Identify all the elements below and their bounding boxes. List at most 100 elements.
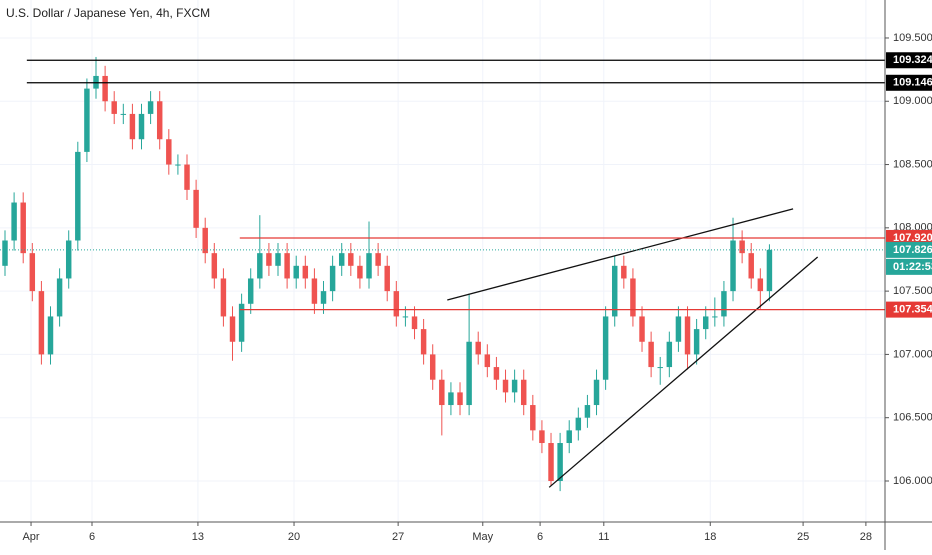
candle-body — [175, 164, 181, 166]
candle-body — [56, 278, 63, 317]
candle-body — [29, 253, 36, 292]
y-tick-label: 106.500 — [893, 412, 932, 424]
candle-body — [302, 265, 309, 279]
candle-body — [311, 278, 318, 304]
candle-body — [293, 265, 299, 279]
candle-body — [147, 101, 154, 114]
candle-body — [266, 253, 272, 266]
candle-body — [639, 316, 645, 342]
candle-body — [448, 392, 454, 406]
candle-body — [721, 291, 727, 317]
trend-line — [447, 208, 794, 301]
candle-body — [366, 253, 372, 279]
y-tick-label: 107.500 — [893, 285, 932, 297]
candle-body — [520, 379, 527, 406]
candle-body — [120, 113, 127, 115]
grid — [0, 0, 885, 522]
candle-body — [621, 265, 627, 279]
candle-body — [757, 278, 764, 292]
x-tick-label: May — [472, 531, 493, 543]
countdown-label: 01:22:53 — [893, 261, 932, 273]
candle-body — [593, 379, 600, 406]
candle-body — [502, 379, 509, 393]
candle-body — [102, 75, 108, 102]
candle-body — [357, 265, 363, 279]
x-tick-label: 27 — [392, 531, 404, 543]
candle-body — [375, 253, 381, 266]
x-tick-label: 6 — [89, 531, 95, 543]
candle-body — [11, 202, 17, 241]
candle-body — [566, 430, 572, 444]
candle-body — [38, 291, 45, 355]
candle-body — [247, 278, 254, 304]
candle-body — [275, 253, 281, 266]
candle-body — [129, 113, 136, 140]
candle-body — [257, 253, 263, 279]
candle-body — [75, 151, 81, 241]
candle-body — [220, 278, 227, 317]
x-tick-label: 13 — [192, 531, 204, 543]
candle-body — [712, 316, 718, 318]
plot-area — [0, 56, 885, 492]
y-tick-label: 107.000 — [893, 348, 932, 360]
x-tick-label: 28 — [860, 531, 872, 543]
candle-body — [439, 379, 445, 406]
last-price-label-bg — [886, 241, 932, 258]
candle-body — [530, 405, 536, 431]
candle-body — [338, 253, 345, 266]
candle-body — [384, 265, 390, 292]
candle-body — [675, 316, 682, 342]
x-tick-label: 18 — [704, 531, 716, 543]
candle-body — [702, 316, 709, 330]
candle-body — [730, 240, 736, 292]
candle-body — [420, 329, 427, 355]
x-tick-label: 25 — [797, 531, 809, 543]
candle-body — [766, 249, 773, 292]
candle-body — [402, 316, 409, 318]
candle-body — [630, 278, 636, 317]
candle-body — [211, 253, 218, 279]
y-tick-label: 106.000 — [893, 475, 932, 487]
candle-body — [666, 341, 673, 368]
candle-body — [457, 392, 463, 406]
candle-body — [475, 341, 481, 355]
candle-body — [329, 265, 336, 292]
y-tick-label: 109.000 — [893, 95, 932, 107]
candle-body — [65, 240, 72, 279]
last-price-label: 107.826 — [893, 244, 932, 256]
candle-body — [602, 316, 609, 380]
candle-body — [739, 240, 745, 254]
candle-body — [584, 405, 591, 418]
candle-body — [693, 329, 700, 355]
candle-body — [84, 88, 90, 152]
x-tick-label: Apr — [22, 531, 39, 543]
candle-body — [2, 240, 8, 266]
level-label-bg — [886, 52, 932, 69]
candle-body — [493, 367, 500, 380]
candle-body — [320, 291, 327, 304]
candle-body — [284, 253, 290, 279]
candle-body — [138, 113, 145, 140]
candle-body — [484, 354, 491, 368]
level-label: 107.920 — [893, 232, 932, 244]
candle-body — [648, 341, 654, 368]
candle-body — [411, 316, 418, 330]
candle-body — [156, 101, 163, 140]
candle-body — [393, 291, 400, 317]
candle-body — [238, 303, 245, 342]
countdown-label-bg — [886, 258, 932, 275]
candle-body — [47, 316, 54, 355]
level-label-bg — [886, 74, 932, 91]
chart-title: U.S. Dollar / Japanese Yen, 4h, FXCM — [6, 6, 210, 20]
candle-body — [575, 417, 582, 431]
level-label-bg — [886, 301, 932, 318]
candle-body — [539, 430, 545, 444]
candle-body — [511, 379, 518, 393]
candle-body — [184, 164, 190, 190]
candle-body — [166, 139, 172, 165]
y-tick-label: 108.500 — [893, 158, 932, 170]
candle-body — [193, 189, 199, 228]
x-tick-label: 6 — [537, 531, 543, 543]
